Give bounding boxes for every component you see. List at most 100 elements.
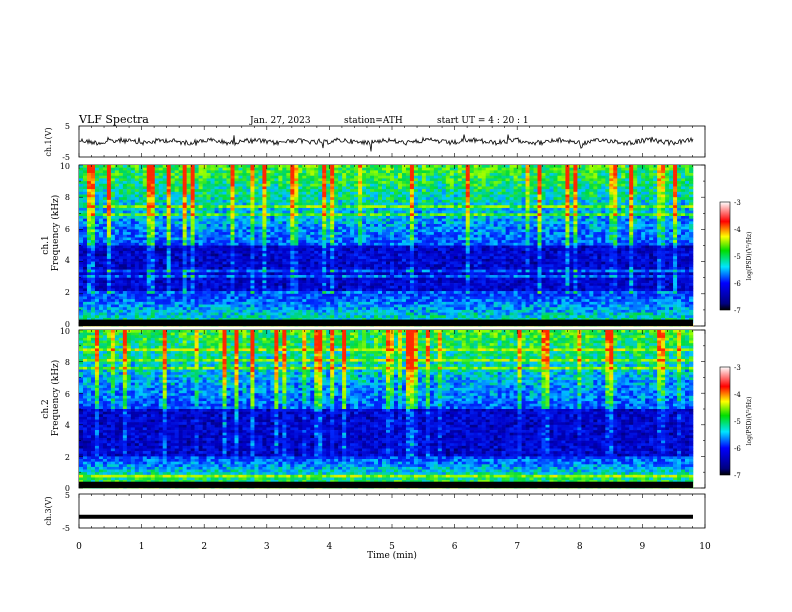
ch1-spectrogram-cell bbox=[565, 224, 570, 228]
ch1-spectrogram-cell bbox=[481, 215, 486, 219]
ch1-spectrogram-cell bbox=[334, 229, 339, 233]
ch1-spectrogram-cell bbox=[525, 245, 530, 249]
ch1-spectrogram-cell bbox=[306, 199, 311, 203]
ch1-spectrogram-cell bbox=[453, 218, 459, 222]
ch1-spectrogram-cell bbox=[122, 170, 128, 174]
ch1-spectrogram-cell bbox=[445, 178, 451, 182]
ch1-spectrogram-cell bbox=[350, 207, 355, 211]
ch1-spectrogram-cell bbox=[681, 165, 686, 168]
ch1-spectrogram-cell bbox=[521, 173, 526, 177]
ch1-spectrogram-cell bbox=[362, 181, 367, 185]
ch1-spectrogram-cell bbox=[230, 248, 235, 252]
ch1-spectrogram-cell bbox=[685, 248, 690, 252]
ch1-spectrogram-cell bbox=[541, 245, 546, 249]
ch1-spectrogram-cell bbox=[254, 178, 259, 182]
ch1-spectrogram-cell bbox=[378, 178, 383, 182]
ch1-spectrogram-cell bbox=[290, 221, 295, 225]
ch1-spectrogram-cell bbox=[485, 199, 490, 203]
ch1-spectrogram-cell bbox=[106, 191, 112, 195]
ch1-spectrogram-cell bbox=[661, 205, 666, 209]
ch1-spectrogram-cell bbox=[493, 199, 498, 203]
ch1-spectrogram-cell bbox=[238, 199, 243, 203]
ch1-spectrogram-cell bbox=[561, 170, 566, 174]
ch1-spectrogram-cell bbox=[417, 175, 423, 179]
ch1-spectrogram-cell bbox=[557, 218, 562, 222]
ch1-spectrogram-cell bbox=[537, 224, 542, 228]
ch1-spectrogram-cell bbox=[158, 229, 164, 233]
ch1-spectrogram-cell bbox=[497, 202, 502, 206]
ch1-spectrogram-cell bbox=[142, 226, 148, 230]
ch1-spectrogram-cell bbox=[389, 210, 395, 214]
ch1-spectrogram-cell bbox=[465, 242, 471, 246]
ch1-spectrogram-cell bbox=[537, 202, 542, 206]
ch1-spectrogram-cell bbox=[262, 232, 267, 236]
ch1-spectrogram-cell bbox=[657, 167, 662, 171]
ch1-spectrogram-cell bbox=[501, 242, 506, 246]
ch1-spectrogram-cell bbox=[378, 181, 383, 185]
ch1-spectrogram-cell bbox=[150, 194, 156, 198]
ch1-spectrogram-cell bbox=[437, 224, 443, 228]
ch1-spectrogram-cell bbox=[218, 232, 223, 236]
ch1-spectrogram-cell bbox=[537, 207, 542, 211]
ch1-spectrogram-cell bbox=[653, 221, 658, 225]
ch1-spectrogram-cell bbox=[561, 229, 566, 233]
ch1-spectrogram-cell bbox=[545, 210, 550, 214]
ch1-spectrogram-cell bbox=[178, 232, 183, 236]
ch1-spectrogram-cell bbox=[190, 173, 195, 177]
ch1-spectrogram-cell bbox=[409, 213, 415, 217]
ch1-spectrogram-cell bbox=[262, 178, 267, 182]
ch1-spectrogram-cell bbox=[202, 229, 207, 233]
ch1-spectrogram-cell bbox=[118, 191, 124, 195]
ch1-spectrogram-cell bbox=[290, 189, 295, 193]
ch1-spectrogram-cell bbox=[310, 194, 315, 198]
ch1-spectrogram-cell bbox=[374, 234, 379, 238]
ch1-spectrogram-cell bbox=[573, 181, 578, 185]
ch1-spectrogram-cell bbox=[389, 199, 395, 203]
ch1-spectrogram-cell bbox=[242, 218, 247, 222]
ch1-spectrogram-cell bbox=[493, 194, 498, 198]
ch1-spectrogram-cell bbox=[314, 224, 319, 228]
ch1-spectrogram-cell bbox=[409, 205, 415, 209]
ch1-spectrogram-cell bbox=[326, 194, 331, 198]
ch1-spectrogram-cell bbox=[238, 165, 243, 168]
ch1-spectrogram-cell bbox=[238, 194, 243, 198]
ch1-spectrogram-cell bbox=[102, 210, 108, 214]
ch1-spectrogram-cell bbox=[318, 245, 323, 249]
ch1-spectrogram-cell bbox=[82, 205, 88, 209]
ch1-spectrogram-cell bbox=[294, 197, 299, 201]
ch1-spectrogram-cell bbox=[234, 229, 239, 233]
ch1-spectrogram-cell bbox=[154, 191, 160, 195]
ch1-spectrogram-cell bbox=[401, 186, 407, 190]
ch1-spectrogram-cell bbox=[441, 167, 447, 171]
ch1-spectrogram-cell bbox=[453, 178, 459, 182]
ch1-spectrogram-cell bbox=[673, 197, 678, 201]
ch1-spectrogram-cell bbox=[461, 178, 467, 182]
ch1-spectrogram-cell bbox=[350, 229, 355, 233]
ch1-spectrogram-cell bbox=[473, 194, 478, 198]
ch1-spectrogram-cell bbox=[681, 199, 686, 203]
ch1-spectrogram-cell bbox=[617, 221, 622, 225]
ch1-spectrogram-cell bbox=[649, 207, 654, 211]
ch1-spectrogram-cell bbox=[278, 178, 283, 182]
ch1-spectrogram-cell bbox=[685, 232, 690, 236]
ch1-spectrogram-cell bbox=[613, 205, 618, 209]
ch1-spectrogram-cell bbox=[397, 202, 403, 206]
ch1-spectrogram-cell bbox=[118, 221, 124, 225]
ch1-spectrogram-cell bbox=[310, 234, 315, 238]
ch1-spectrogram-cell bbox=[250, 242, 255, 246]
ch1-spectrogram-cell bbox=[294, 170, 299, 174]
ch1-spectrogram-cell bbox=[597, 248, 602, 252]
ch1-spectrogram-cell bbox=[250, 221, 255, 225]
ch1-spectrogram-cell bbox=[681, 215, 686, 219]
ch1-spectrogram-cell bbox=[170, 207, 175, 211]
ch1-spectrogram-cell bbox=[449, 224, 455, 228]
ch1-spectrogram-cell bbox=[254, 242, 259, 246]
ch1-spectrogram-cell bbox=[158, 167, 164, 171]
ch1-spectrogram-cell bbox=[310, 197, 315, 201]
ch1-spectrogram-cell bbox=[314, 181, 319, 185]
ch1-spectrogram-cell bbox=[437, 207, 443, 211]
ch1-spectrogram-cell bbox=[262, 207, 267, 211]
ch1-spectrogram-cell bbox=[501, 240, 506, 244]
ch1-spectrogram-cell bbox=[374, 202, 379, 206]
ch1-spectrogram-cell bbox=[270, 242, 275, 246]
